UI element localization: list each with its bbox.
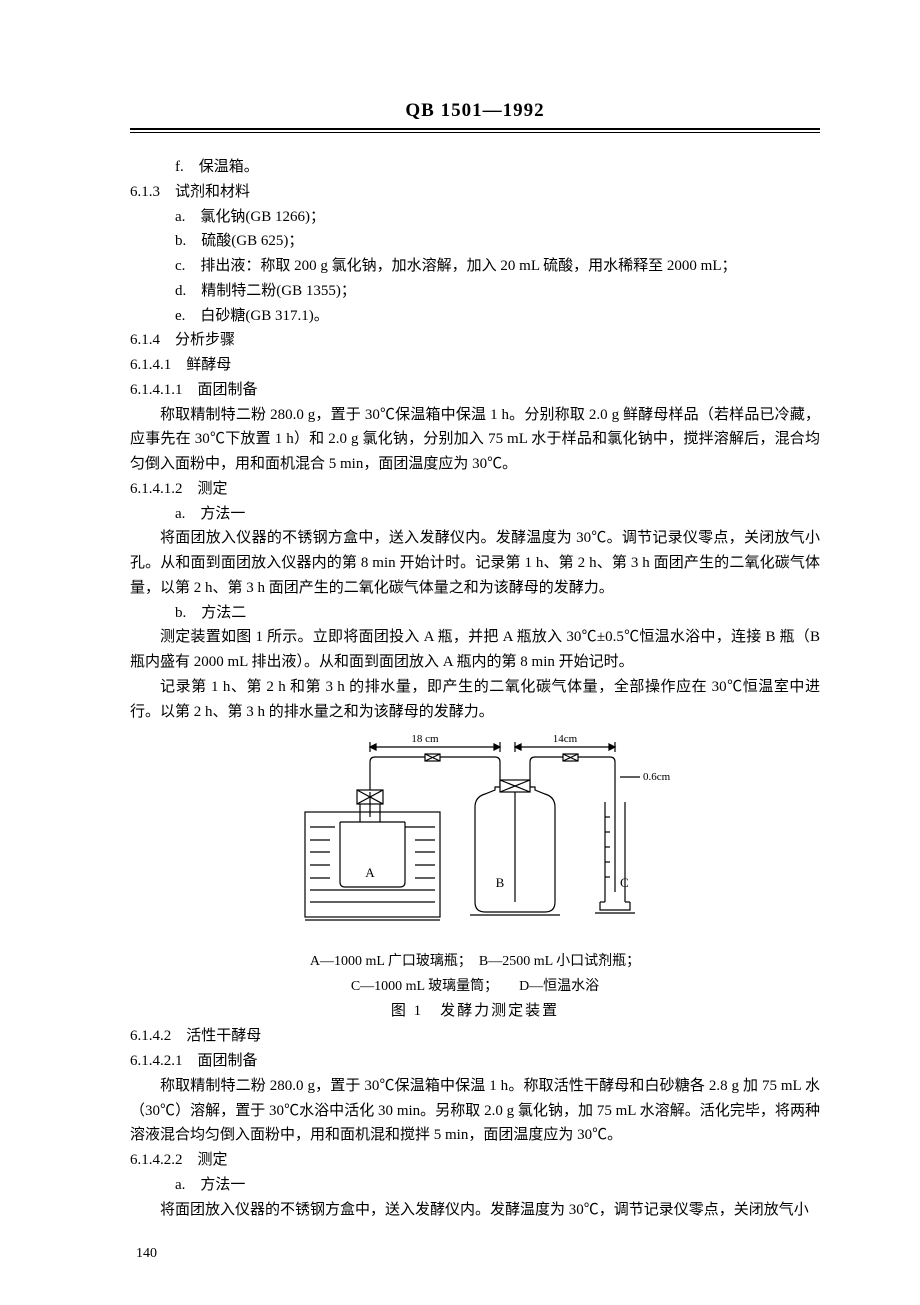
figure-legend-2: C—1000 mL 玻璃量筒； D—恒温水浴: [130, 976, 820, 997]
item-a: a. 氯化钠(GB 1266)；: [130, 205, 820, 230]
figure-title: 图 1 发酵力测定装置: [130, 999, 820, 1020]
para-method-a-2: 将面团放入仪器的不锈钢方盒中，送入发酵仪内。发酵温度为 30℃，调节记录仪零点，…: [130, 1198, 820, 1223]
item-b: b. 硫酸(GB 625)；: [130, 229, 820, 254]
method-a: a. 方法一: [130, 502, 820, 527]
svg-text:A: A: [365, 865, 375, 880]
svg-text:B: B: [496, 875, 505, 890]
item-f: f. 保温箱。: [130, 155, 820, 180]
figure-1-svg: 18 cm 14cm: [275, 732, 675, 942]
sec-6-1-4-1: 6.1.4.1 鲜酵母: [130, 353, 820, 378]
item-e: e. 白砂糖(GB 317.1)。: [130, 304, 820, 329]
method-a-2: a. 方法一: [130, 1173, 820, 1198]
item-c: c. 排出液：称取 200 g 氯化钠，加水溶解，加入 20 mL 硫酸，用水稀…: [130, 254, 820, 279]
sec-6-1-3: 6.1.3 试剂和材料: [130, 180, 820, 205]
svg-text:18 cm: 18 cm: [411, 733, 439, 745]
sec-6-1-4-2-1: 6.1.4.2.1 面团制备: [130, 1049, 820, 1074]
sec-6-1-4-1-2: 6.1.4.1.2 测定: [130, 477, 820, 502]
para-dough-prep: 称取精制特二粉 280.0 g，置于 30℃保温箱中保温 1 h。分别称取 2.…: [130, 403, 820, 477]
svg-text:0.6cm: 0.6cm: [643, 771, 671, 783]
sec-6-1-4-2-2: 6.1.4.2.2 测定: [130, 1148, 820, 1173]
figure-legend-1: A—1000 mL 广口玻璃瓶； B—2500 mL 小口试剂瓶；: [130, 951, 820, 972]
figure-1: 18 cm 14cm: [130, 732, 820, 1020]
method-b: b. 方法二: [130, 601, 820, 626]
para-method-a: 将面团放入仪器的不锈钢方盒中，送入发酵仪内。发酵温度为 30℃。调节记录仪零点，…: [130, 526, 820, 600]
para-active-dry: 称取精制特二粉 280.0 g，置于 30℃保温箱中保温 1 h。称取活性干酵母…: [130, 1074, 820, 1148]
svg-text:C: C: [620, 875, 629, 890]
doc-header: QB 1501—1992: [130, 100, 820, 130]
header-rule: [130, 132, 820, 133]
page-number: 140: [136, 1246, 820, 1262]
item-d: d. 精制特二粉(GB 1355)；: [130, 279, 820, 304]
sec-6-1-4-2: 6.1.4.2 活性干酵母: [130, 1024, 820, 1049]
para-method-b-1: 测定装置如图 1 所示。立即将面团投入 A 瓶，并把 A 瓶放入 30℃±0.5…: [130, 625, 820, 675]
sec-6-1-4: 6.1.4 分析步骤: [130, 328, 820, 353]
para-method-b-2: 记录第 1 h、第 2 h 和第 3 h 的排水量，即产生的二氧化碳气体量，全部…: [130, 675, 820, 725]
sec-6-1-4-1-1: 6.1.4.1.1 面团制备: [130, 378, 820, 403]
svg-text:14cm: 14cm: [553, 733, 578, 745]
